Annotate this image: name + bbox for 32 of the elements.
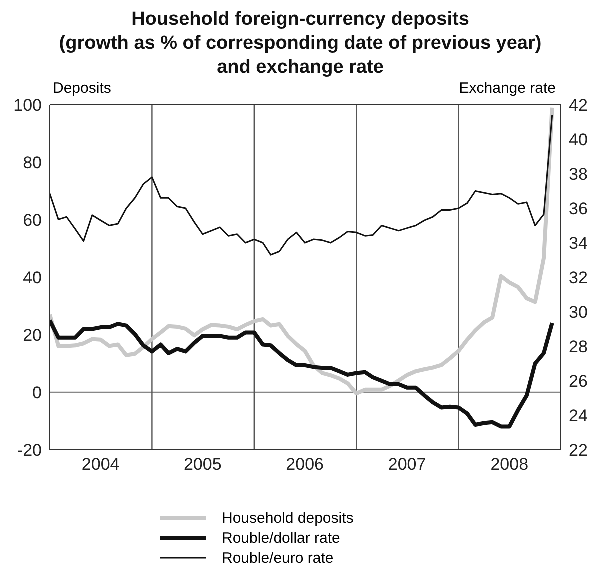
y2-tick-label: 24 [569, 406, 588, 426]
y2-tick-label: 42 [569, 96, 588, 116]
y2-tick-label: 38 [569, 165, 588, 184]
x-tick-label: 2008 [490, 455, 529, 474]
x-tick-label: 2005 [184, 455, 222, 474]
y2-tick-label: 36 [569, 200, 588, 219]
y2-tick-label: 30 [569, 303, 588, 322]
y-tick-label: 40 [23, 268, 42, 288]
y-tick-label: 60 [23, 211, 42, 230]
y-tick-label: 80 [23, 154, 42, 173]
x-tick-label: 2004 [82, 455, 120, 474]
line-series [50, 318, 554, 429]
y-tick-label: 20 [23, 326, 42, 346]
legend-label: Rouble/euro rate [222, 550, 334, 566]
line-series [50, 114, 554, 256]
legend-label: Household deposits [222, 510, 354, 526]
y-tick-label: 0 [32, 384, 42, 403]
chart-title: Household foreign-currency deposits (growth as % of corresponding date of previous year) and exchange rate [58, 8, 543, 80]
y2-tick-label: 32 [569, 268, 588, 288]
y-axis-title: Deposits [53, 80, 112, 97]
x-tick-label: 2006 [286, 455, 324, 474]
y2-tick-label: 22 [569, 441, 588, 460]
legend-label: Rouble/dollar rate [222, 530, 340, 546]
y2-tick-label: 26 [569, 372, 588, 392]
x-tick-label: 2007 [388, 455, 426, 474]
y-tick-label: -20 [17, 441, 42, 460]
line-series [50, 106, 554, 396]
y2-axis-title: Exchange rate [459, 80, 556, 97]
y2-tick-label: 34 [569, 234, 588, 254]
y2-tick-label: 28 [569, 338, 588, 357]
y2-tick-label: 40 [569, 130, 588, 150]
y-tick-label: 100 [14, 96, 42, 116]
